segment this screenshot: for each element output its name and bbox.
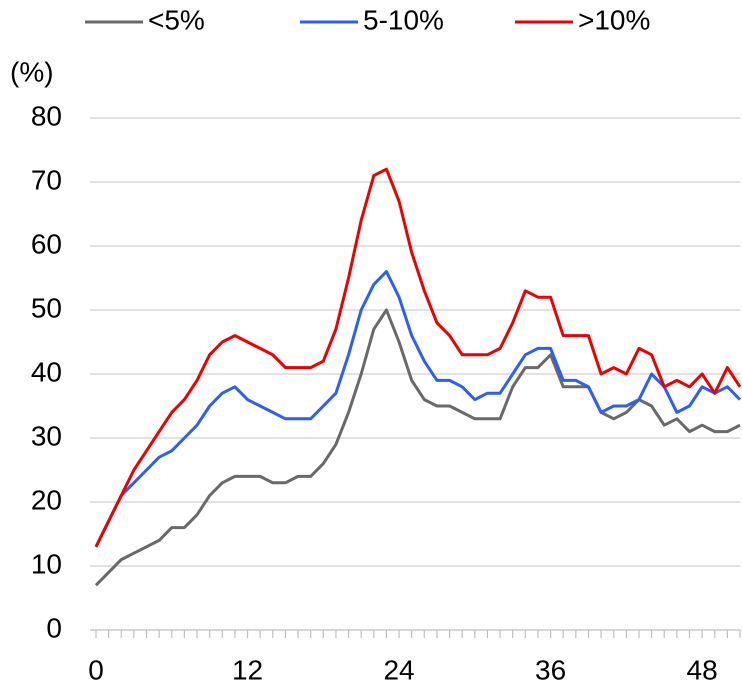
line-series [94,270,742,548]
x-tick-label: 12 [232,654,263,685]
legend-label: 5-10% [363,4,444,35]
line-series [94,308,741,587]
y-tick-label: 0 [46,612,62,643]
y-tick-label: 40 [31,356,62,387]
x-tick-label: 36 [535,654,566,685]
line-series [94,167,742,548]
legend-label: <5% [148,4,205,35]
legend-label: >10% [578,4,650,35]
y-tick-label: 10 [31,548,62,579]
y-tick-label: 70 [31,164,62,195]
x-tick-label: 48 [687,654,718,685]
y-tick-label: 30 [31,420,62,451]
y-tick-label: 60 [31,228,62,259]
y-tick-label: 50 [31,292,62,323]
y-axis-label: (%) [10,56,54,87]
x-tick-label: 0 [88,654,104,685]
y-tick-label: 20 [31,484,62,515]
x-tick-label: 24 [383,654,414,685]
y-tick-label: 80 [31,100,62,131]
